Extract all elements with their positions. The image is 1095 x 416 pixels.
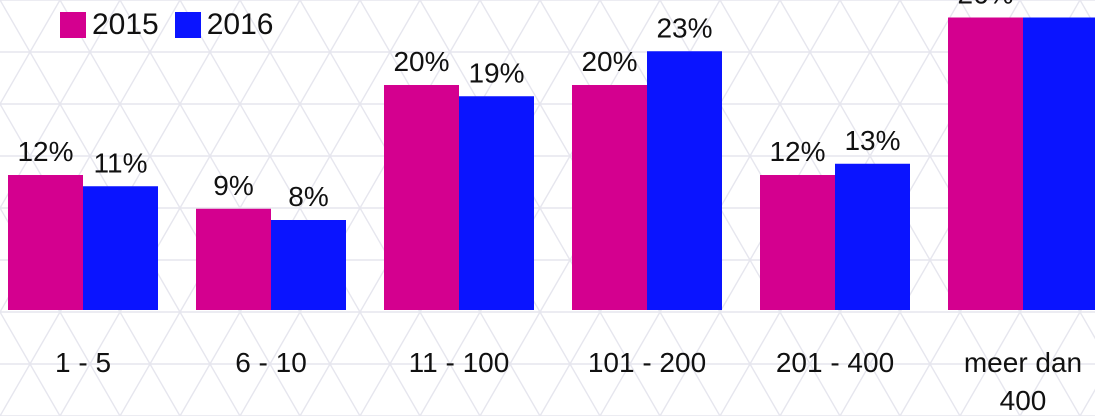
- data-label-2015-5: 26%: [957, 0, 1013, 10]
- category-label-4: 201 - 400: [776, 347, 894, 378]
- bar-2016-3: [647, 51, 722, 310]
- bar-2015-1: [196, 208, 271, 310]
- category-label-5: meer dan: [964, 347, 1082, 378]
- category-label-3: 101 - 200: [588, 347, 706, 378]
- category-label-1: 6 - 10: [235, 347, 307, 378]
- data-label-2016-4: 13%: [844, 125, 900, 156]
- legend-item-2016: 2016: [174, 8, 274, 42]
- data-label-2015-4: 12%: [769, 136, 825, 167]
- data-label-2015-1: 9%: [213, 170, 253, 201]
- data-label-2016-2: 19%: [468, 57, 524, 88]
- bar-2016-1: [271, 220, 346, 310]
- bar-2016-4: [835, 163, 910, 310]
- data-label-2016-3: 23%: [656, 12, 712, 43]
- legend: 2015 2016: [60, 8, 282, 42]
- category-label-2: 11 - 100: [409, 347, 510, 378]
- bar-2015-5: [948, 17, 1023, 310]
- data-label-2015-0: 12%: [17, 136, 73, 167]
- legend-swatch-2015: [60, 12, 86, 38]
- bar-2016-2: [459, 96, 534, 310]
- legend-label-2016: 2016: [206, 8, 274, 41]
- legend-label-2015: 2015: [92, 8, 159, 41]
- data-label-2015-3: 20%: [581, 46, 637, 77]
- bar-2015-3: [572, 85, 647, 310]
- category-label-5-line2: 400: [1000, 385, 1047, 416]
- bar-2015-4: [760, 175, 835, 310]
- data-label-2016-1: 8%: [288, 181, 328, 212]
- bar-2015-0: [8, 175, 83, 310]
- bar-2016-5: [1023, 17, 1095, 310]
- data-label-2016-0: 11%: [94, 147, 148, 178]
- bar-2016-0: [83, 186, 158, 310]
- legend-item-2015: 2015: [60, 8, 159, 42]
- bar-2015-2: [384, 85, 459, 310]
- category-label-0: 1 - 5: [55, 347, 111, 378]
- legend-swatch-2016: [174, 12, 201, 38]
- data-label-2015-2: 20%: [393, 46, 449, 77]
